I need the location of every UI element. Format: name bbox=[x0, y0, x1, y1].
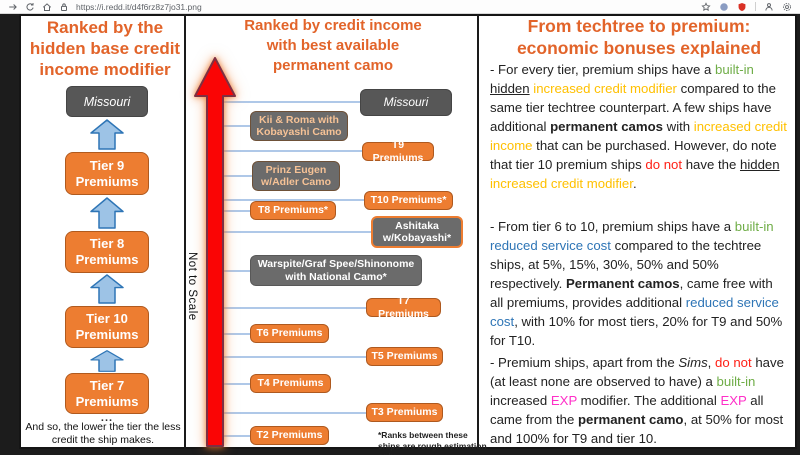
node-t2-premiums: T2 Premiums bbox=[250, 426, 329, 445]
lock-icon[interactable] bbox=[59, 2, 69, 12]
connector-line bbox=[222, 231, 371, 233]
connector-line bbox=[222, 101, 360, 103]
up-arrow-icon bbox=[90, 274, 124, 304]
address-bar[interactable]: https://i.redd.it/d4f6rz8z7jo31.png bbox=[76, 1, 202, 12]
up-arrow-icon bbox=[90, 350, 124, 372]
connector-line bbox=[222, 383, 250, 385]
title-line: From techtree to premium: bbox=[527, 16, 751, 36]
title-line: Ranked by credit income bbox=[244, 17, 422, 34]
node-t6-premiums: T6 Premiums bbox=[250, 324, 329, 343]
node-prinz-eugen: Prinz Eugen w/Adler Camo bbox=[252, 161, 340, 191]
node-t5-premiums: T5 Premiums bbox=[366, 347, 443, 366]
title-line: with best available bbox=[266, 37, 400, 54]
ranking-red-arrow bbox=[194, 57, 236, 447]
title-line: permanent camo bbox=[272, 57, 394, 74]
node-warspite-group: Warspite/Graf Spee/Shinonome with Nation… bbox=[250, 255, 422, 286]
node-t4-premiums: T4 Premiums bbox=[250, 374, 331, 393]
connector-line bbox=[222, 210, 250, 212]
favorites-add-icon[interactable] bbox=[701, 1, 711, 12]
node-missouri-base: Missouri bbox=[66, 86, 148, 117]
node-t7-premiums: T7 Premiums bbox=[366, 295, 441, 320]
node-missouri-camo: Missouri bbox=[360, 89, 452, 116]
shield-icon[interactable] bbox=[737, 2, 747, 12]
forward-icon[interactable] bbox=[8, 2, 18, 12]
title-line: economic bonuses explained bbox=[516, 38, 762, 58]
refresh-icon[interactable] bbox=[25, 2, 35, 12]
up-arrow-icon bbox=[90, 197, 124, 229]
connector-line bbox=[222, 199, 364, 201]
title-line: Ranked by the bbox=[46, 18, 164, 37]
node-t9-premiums: T9 Premiums bbox=[362, 139, 434, 164]
node-tier9-premiums: Tier 9 Premiums bbox=[65, 152, 149, 195]
home-icon[interactable] bbox=[42, 2, 52, 12]
right-panel-title: From techtree to premium: economic bonus… bbox=[488, 15, 790, 59]
node-kii-roma-camo: Kii & Roma with Kobayashi Camo bbox=[250, 111, 348, 141]
profile-icon[interactable] bbox=[764, 2, 774, 12]
node-t10-premiums: T10 Premiums* bbox=[364, 191, 453, 210]
panel-divider-left bbox=[184, 14, 186, 449]
node-tier10-premiums: Tier 10 Premiums bbox=[65, 306, 149, 348]
node-tier7-premiums: Tier 7 Premiums bbox=[65, 373, 149, 414]
title-line: income modifier bbox=[39, 60, 171, 79]
paragraph-service-cost: - From tier 6 to 10, premium ships have … bbox=[490, 219, 783, 348]
left-panel-caption: And so, the lower the tier the less cred… bbox=[25, 421, 181, 446]
node-ashitaka: Ashitaka w/Kobayashi* bbox=[371, 216, 463, 248]
title-line: hidden base credit bbox=[29, 39, 181, 58]
node-t8-premiums: T8 Premiums* bbox=[250, 201, 336, 220]
connector-line bbox=[222, 333, 250, 335]
settings-icon[interactable] bbox=[782, 2, 792, 12]
ellipsis-label: ... bbox=[100, 412, 114, 424]
connector-line bbox=[222, 270, 250, 272]
toolbar-actions bbox=[701, 1, 792, 12]
node-t3-premiums: T3 Premiums bbox=[366, 403, 443, 422]
node-tier8-premiums: Tier 8 Premiums bbox=[65, 231, 149, 273]
connector-line bbox=[222, 412, 366, 414]
browser-toolbar: https://i.redd.it/d4f6rz8z7jo31.png bbox=[0, 0, 800, 14]
middle-panel-footnote: *Ranks between these ships are rough est… bbox=[378, 430, 487, 455]
connector-line bbox=[222, 307, 366, 309]
toolbar-divider bbox=[755, 2, 756, 11]
connector-line bbox=[222, 150, 362, 152]
paragraph-credit-modifier: - For every tier, premium ships have a b… bbox=[490, 62, 787, 191]
left-panel-title: Ranked by the hidden base credit income … bbox=[25, 17, 185, 80]
middle-panel-title: Ranked by credit income with best availa… bbox=[233, 16, 433, 76]
paragraph-exp-modifier: - Premium ships, apart from the Sims, do… bbox=[490, 355, 784, 446]
not-to-scale-label: Not to Scale bbox=[186, 252, 198, 321]
connector-line bbox=[222, 175, 252, 177]
up-arrow-icon bbox=[90, 119, 124, 150]
extension-icon[interactable] bbox=[719, 2, 729, 12]
panel-divider-right bbox=[477, 14, 479, 449]
connector-line bbox=[222, 435, 250, 437]
connector-line bbox=[222, 125, 250, 127]
connector-line bbox=[222, 356, 366, 358]
